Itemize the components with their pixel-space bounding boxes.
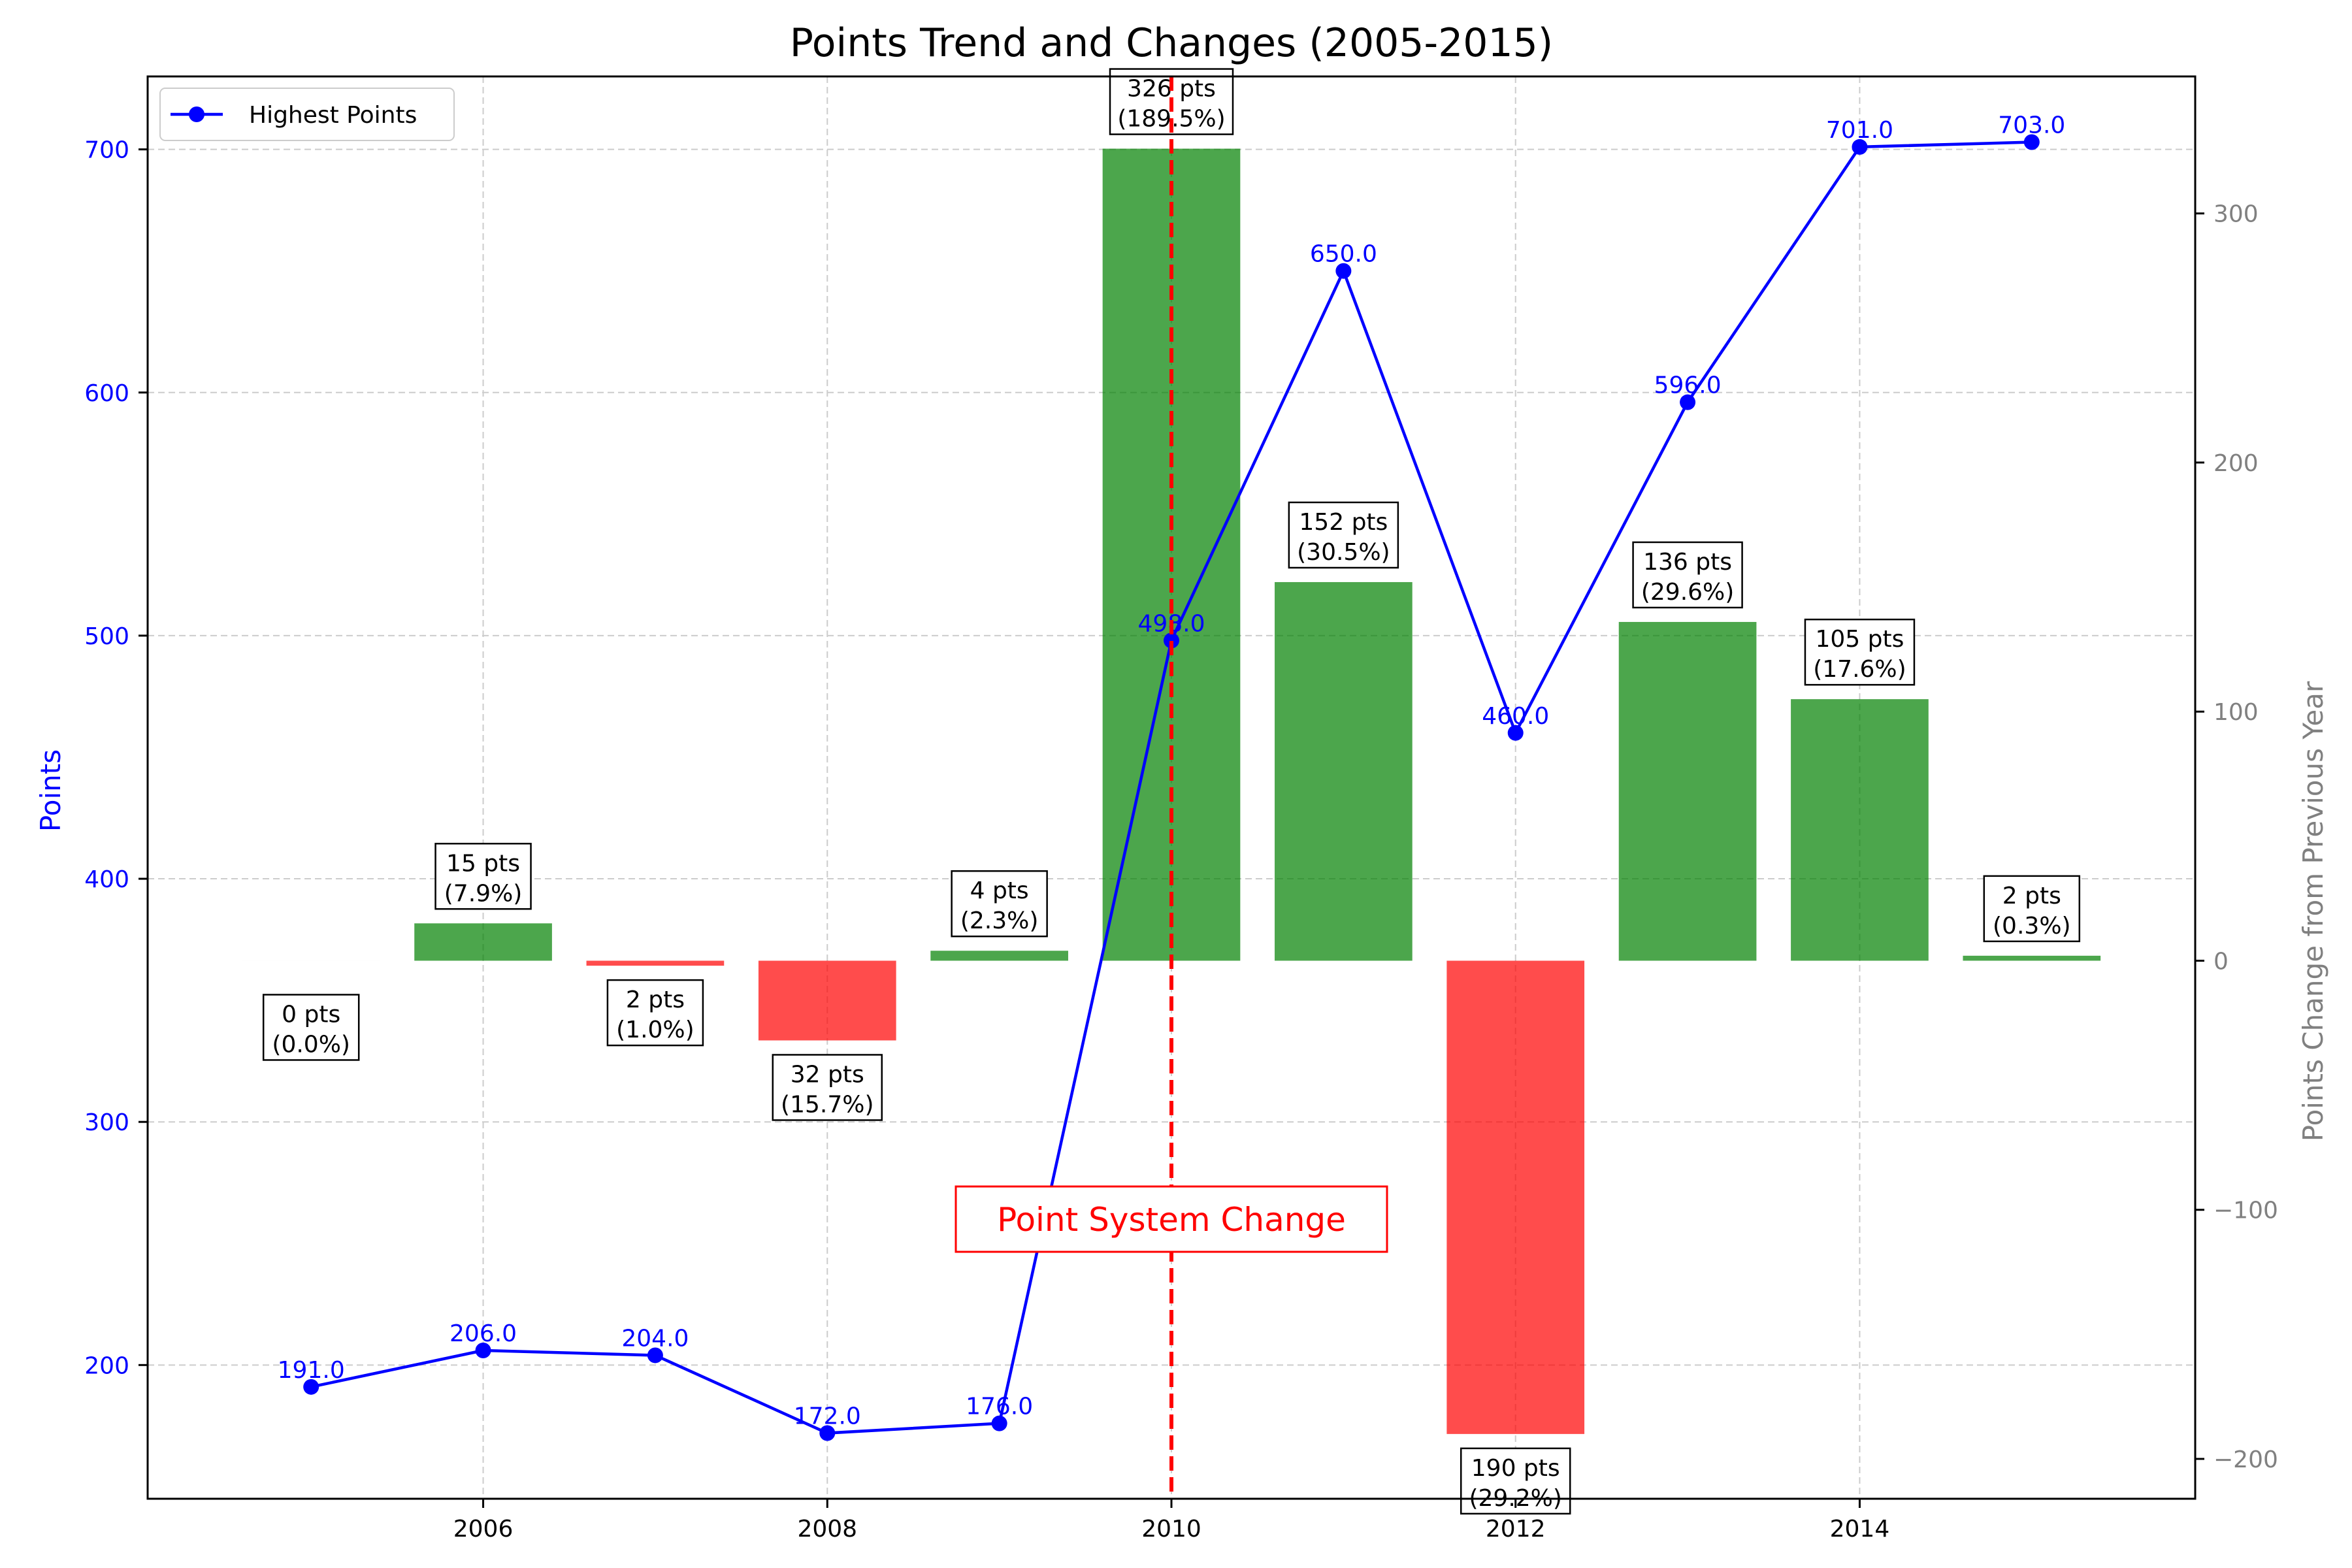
change-bar <box>1791 699 1929 961</box>
bar-label-points: 4 pts <box>970 877 1029 904</box>
right-y-tick-label: −200 <box>2213 1446 2278 1473</box>
right-axis-label: Points Change from Previous Year <box>2297 681 2329 1141</box>
bar-label-points: 2 pts <box>626 987 685 1013</box>
data-point <box>647 1347 663 1364</box>
left-axis-label: Points <box>35 749 67 832</box>
bar-label-points: 15 pts <box>446 850 520 877</box>
bar-label-percent: (17.6%) <box>1813 656 1906 683</box>
bar-label-points: 32 pts <box>791 1061 864 1088</box>
bar-change-label: 105 pts (17.6%) <box>1804 618 1916 686</box>
bar-label-box <box>772 1054 883 1121</box>
data-point <box>991 1415 1007 1431</box>
point-value-label: 596.0 <box>1654 372 1722 399</box>
point-system-change-annotation: Point System Change <box>955 76 1388 1499</box>
right-y-tick-label: 200 <box>2213 450 2259 477</box>
bar-change-label: 2 pts (0.3%) <box>1983 875 2081 943</box>
right-y-tick-label: −100 <box>2213 1198 2278 1224</box>
annotation-text: Point System Change <box>997 1201 1346 1239</box>
bar-label-points: 136 pts <box>1643 549 1732 576</box>
bar-label-points: 190 pts <box>1471 1455 1560 1482</box>
data-point <box>819 1425 836 1441</box>
data-point <box>303 1379 319 1395</box>
bar-change-label: 152 pts (30.5%) <box>1288 501 1399 569</box>
bar-label-percent: (7.9%) <box>444 880 523 907</box>
bar-label-percent: (29.6%) <box>1641 579 1734 606</box>
bar-label-percent: (2.3%) <box>960 907 1039 934</box>
x-tick-label: 2008 <box>797 1516 857 1543</box>
x-tick-label: 2014 <box>1830 1516 1890 1543</box>
bar-label-percent: (0.0%) <box>272 1031 350 1058</box>
legend-marker <box>189 106 204 122</box>
data-point <box>1335 263 1352 279</box>
point-value-label: 703.0 <box>1998 112 2065 139</box>
change-bar <box>1275 581 1413 961</box>
x-tick-label: 2010 <box>1141 1516 1201 1543</box>
change-bar <box>1963 955 2101 961</box>
bar-label-box <box>262 994 360 1061</box>
x-tick-label: 2006 <box>453 1516 514 1543</box>
point-value-label: 204.0 <box>621 1325 689 1352</box>
left-y-tick-label: 200 <box>84 1352 129 1379</box>
right-y-tick-label: 300 <box>2213 201 2259 228</box>
chart-title: Points Trend and Changes (2005-2015) <box>790 20 1553 66</box>
legend-label: Highest Points <box>249 102 417 129</box>
highest-points-line <box>303 134 2040 1441</box>
change-bars <box>242 148 2101 1434</box>
change-bar <box>586 960 725 966</box>
left-y-tick-label: 600 <box>84 380 129 407</box>
bar-change-label: 32 pts (15.7%) <box>772 1054 883 1121</box>
bar-label-box <box>1983 875 2081 943</box>
point-value-label: 650.0 <box>1310 241 1377 268</box>
bar-label-percent: (0.3%) <box>1993 913 2071 939</box>
change-bar <box>1446 960 1585 1434</box>
point-value-label: 701.0 <box>1826 117 1893 144</box>
bar-label-box <box>606 979 704 1047</box>
bar-change-label: 4 pts (2.3%) <box>951 870 1048 938</box>
bar-label-box <box>1804 618 1916 686</box>
right-y-tick-label: 0 <box>2213 948 2229 975</box>
left-y-tick-label: 500 <box>84 623 129 650</box>
bar-label-box <box>434 843 532 910</box>
bar-label-points: 152 pts <box>1299 509 1388 536</box>
bar-label-points: 2 pts <box>2002 883 2061 909</box>
axes: 2006 2008 2010 2012 2014 200 300 400 500 600 700 −2… <box>84 137 2278 1543</box>
bar-change-label: 136 pts (29.6%) <box>1632 541 1743 609</box>
change-bar <box>758 960 896 1041</box>
bar-label-points: 105 pts <box>1816 626 1904 653</box>
bar-label-percent: (15.7%) <box>781 1091 874 1118</box>
point-value-label: 172.0 <box>794 1403 861 1430</box>
bar-label-points: 0 pts <box>282 1001 340 1028</box>
bar-change-label: 2 pts (1.0%) <box>606 979 704 1047</box>
left-y-tick-label: 300 <box>84 1109 129 1136</box>
point-value-label: 176.0 <box>966 1394 1033 1420</box>
point-value-label: 191.0 <box>278 1357 345 1384</box>
bar-label-box <box>951 870 1048 938</box>
data-point <box>1680 394 1696 410</box>
bar-label-percent: (30.5%) <box>1297 539 1390 566</box>
data-point <box>1507 725 1524 741</box>
data-point <box>475 1342 491 1358</box>
bar-label-box <box>1632 541 1743 609</box>
data-point <box>1164 632 1179 649</box>
annotation-box <box>955 1185 1388 1253</box>
data-point <box>1852 139 1868 155</box>
left-y-tick-label: 400 <box>84 866 129 893</box>
change-bar <box>930 951 1068 961</box>
change-bar <box>1618 621 1757 961</box>
bar-label-percent: (1.0%) <box>616 1017 694 1043</box>
bar-change-label: 15 pts (7.9%) <box>434 843 532 910</box>
data-point <box>2023 134 2040 150</box>
legend-box <box>159 88 455 141</box>
left-y-tick-label: 700 <box>84 137 129 164</box>
right-y-tick-label: 100 <box>2213 699 2259 726</box>
change-bar <box>1102 148 1241 961</box>
legend: Highest Points <box>159 88 455 141</box>
change-bar <box>414 923 552 961</box>
point-value-label: 460.0 <box>1482 703 1549 730</box>
point-value-label: 206.0 <box>449 1320 517 1347</box>
bar-label-box <box>1288 501 1399 569</box>
x-tick-label: 2012 <box>1486 1516 1546 1543</box>
bar-change-label: 0 pts (0.0%) <box>262 994 360 1061</box>
